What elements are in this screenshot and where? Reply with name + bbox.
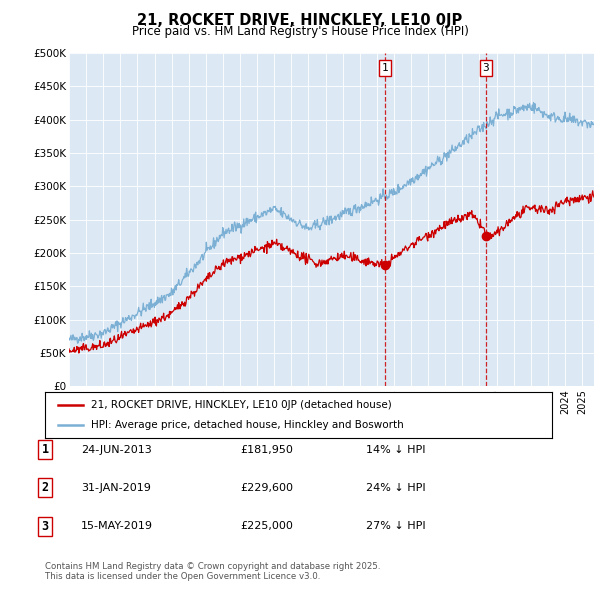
Text: Price paid vs. HM Land Registry's House Price Index (HPI): Price paid vs. HM Land Registry's House … bbox=[131, 25, 469, 38]
Text: 24-JUN-2013: 24-JUN-2013 bbox=[81, 445, 152, 454]
Text: 1: 1 bbox=[382, 63, 388, 73]
Text: £225,000: £225,000 bbox=[240, 522, 293, 531]
Text: £229,600: £229,600 bbox=[240, 483, 293, 493]
Text: 3: 3 bbox=[482, 63, 489, 73]
Text: 27% ↓ HPI: 27% ↓ HPI bbox=[366, 522, 425, 531]
Text: £181,950: £181,950 bbox=[240, 445, 293, 454]
Text: 21, ROCKET DRIVE, HINCKLEY, LE10 0JP (detached house): 21, ROCKET DRIVE, HINCKLEY, LE10 0JP (de… bbox=[91, 399, 391, 409]
Text: Contains HM Land Registry data © Crown copyright and database right 2025.
This d: Contains HM Land Registry data © Crown c… bbox=[45, 562, 380, 581]
Text: 31-JAN-2019: 31-JAN-2019 bbox=[81, 483, 151, 493]
Text: 14% ↓ HPI: 14% ↓ HPI bbox=[366, 445, 425, 454]
Text: 3: 3 bbox=[41, 520, 49, 533]
Text: 24% ↓ HPI: 24% ↓ HPI bbox=[366, 483, 425, 493]
Text: 1: 1 bbox=[41, 443, 49, 456]
Text: 2: 2 bbox=[41, 481, 49, 494]
Text: 15-MAY-2019: 15-MAY-2019 bbox=[81, 522, 153, 531]
Text: HPI: Average price, detached house, Hinckley and Bosworth: HPI: Average price, detached house, Hinc… bbox=[91, 420, 403, 430]
Text: 21, ROCKET DRIVE, HINCKLEY, LE10 0JP: 21, ROCKET DRIVE, HINCKLEY, LE10 0JP bbox=[137, 13, 463, 28]
